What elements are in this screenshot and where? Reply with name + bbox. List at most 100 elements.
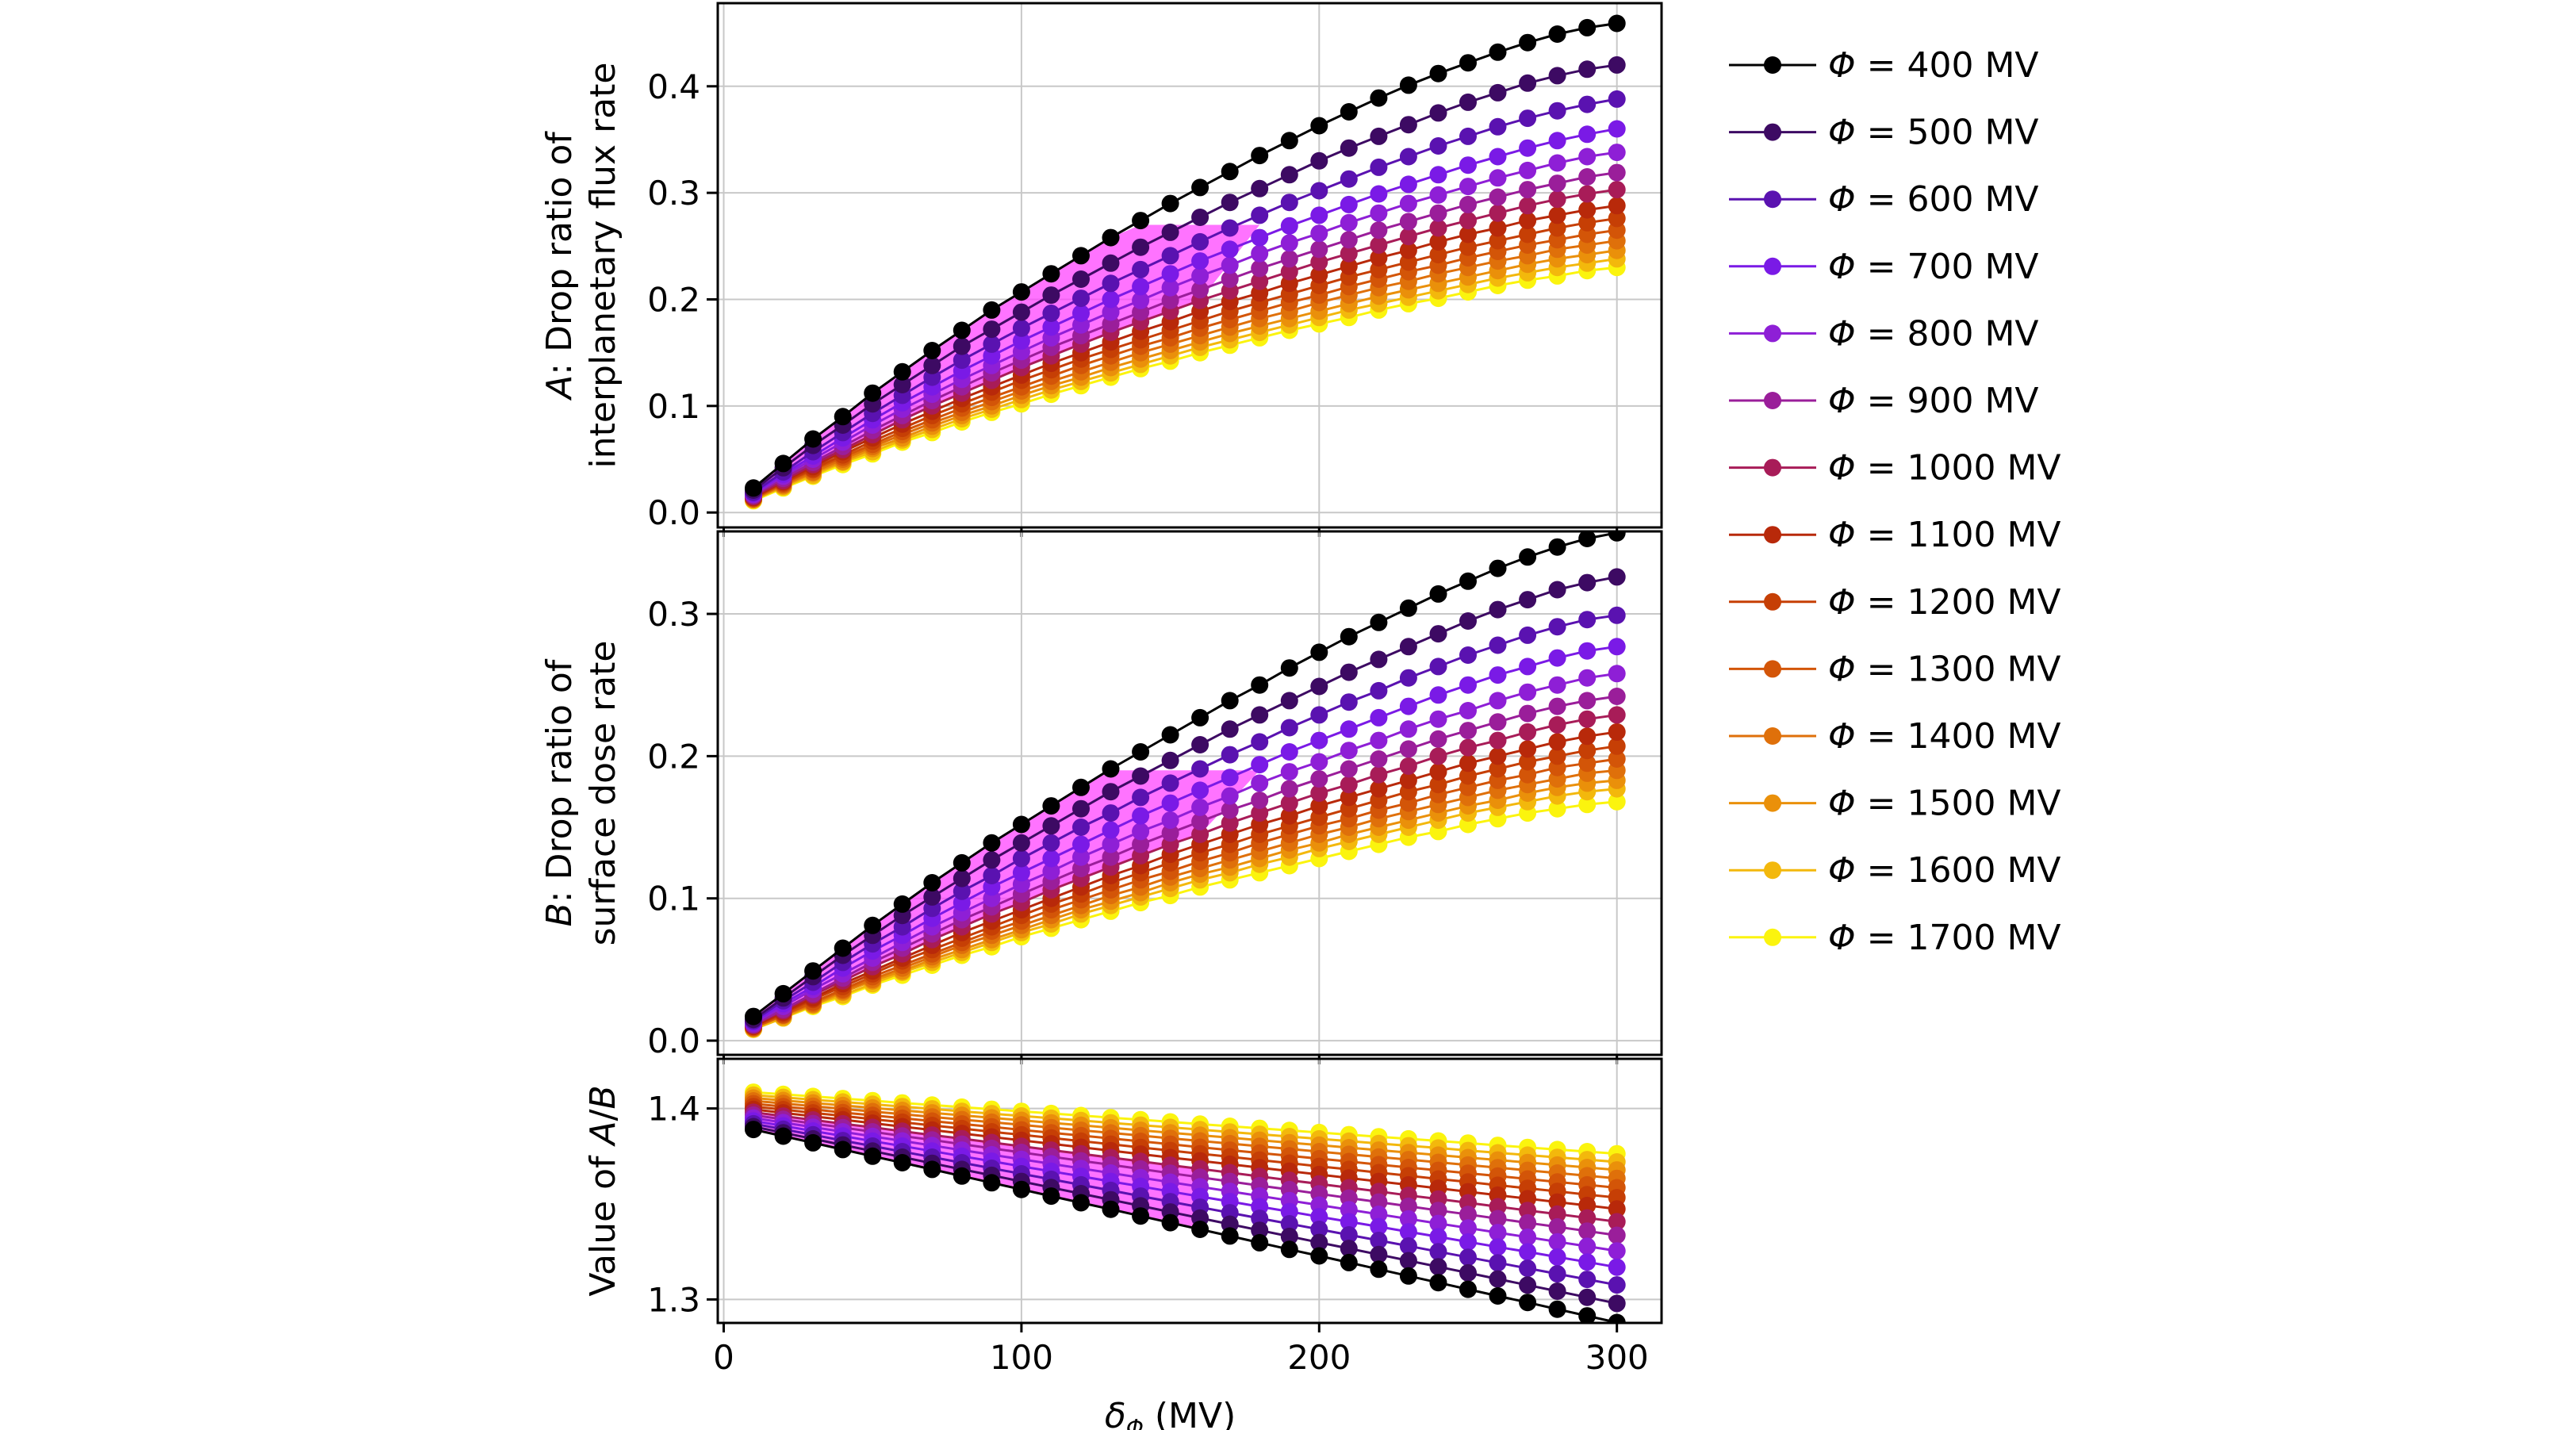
y-tick-label: 0.2 [647,737,700,776]
data-point [1161,278,1179,297]
y-tick-label: 1.4 [647,1090,700,1129]
y-label-letter: A [583,1121,623,1147]
data-point [1310,253,1328,271]
data-point [1489,666,1507,684]
data-point [1310,1247,1328,1265]
y-label-letter: B [539,903,580,926]
legend-phi: Φ [1828,45,1856,86]
legend-value: = 700 MV [1856,247,2039,287]
data-point [1429,219,1447,237]
data-point [1608,1242,1626,1260]
data-point [1578,60,1597,79]
data-point [1399,241,1417,259]
data-point [1012,815,1030,834]
legend-marker [1764,56,1781,74]
data-point [1251,244,1269,263]
data-point [1399,175,1417,194]
data-point [1370,765,1388,784]
data-point [1370,236,1388,254]
data-point [1489,1210,1507,1228]
data-point [745,479,762,497]
data-point [1310,784,1328,802]
data-point [1578,1271,1597,1289]
legend-value: = 1700 MV [1856,918,2061,958]
legend-marker [1764,123,1781,141]
legend-label: Φ = 1400 MV [1828,716,2061,757]
data-point [1429,1202,1447,1220]
legend-value: = 1300 MV [1856,649,2061,689]
data-point [1459,156,1477,174]
y-label-letter: A [539,375,580,401]
data-point [1578,168,1597,186]
data-point [1310,731,1328,750]
data-point [1519,1202,1537,1220]
y-axis-label: surface dose rate [583,641,623,946]
data-point [1489,1224,1507,1242]
data-point [1161,1213,1179,1232]
data-point [983,851,1001,869]
data-point [1251,1221,1269,1240]
data-point [1399,720,1417,738]
data-point [1489,747,1507,765]
data-point [1280,1227,1298,1245]
data-point [1370,89,1388,107]
data-point [1072,819,1090,836]
data-point [1578,573,1597,592]
data-point [1519,1213,1537,1232]
data-point [1578,796,1597,814]
data-point [1608,56,1626,74]
data-point [983,834,1001,852]
legend-entry: Φ = 800 MV [1729,313,2039,354]
data-point [1340,742,1358,760]
data-point [1280,763,1298,781]
data-point [1191,266,1209,285]
data-point [1251,1210,1269,1228]
data-point [1489,1287,1507,1305]
data-point [1132,835,1150,853]
data-point [1161,774,1179,792]
data-point [1042,817,1060,835]
data-point [1548,676,1566,694]
data-point [1340,170,1358,188]
y-tick-label: 0.4 [647,67,700,106]
data-point [1310,240,1328,259]
data-point [1429,763,1447,781]
data-point [1221,256,1239,274]
data-point [1578,692,1597,710]
data-point [1578,611,1597,629]
legend-entry: Φ = 1600 MV [1729,850,2061,891]
data-point [1459,722,1477,740]
data-point [1399,638,1417,656]
data-point [1489,1254,1507,1272]
data-point [1459,1206,1477,1224]
data-point [1459,767,1477,785]
data-point [1459,238,1477,256]
data-point [1340,139,1358,157]
data-point [1132,291,1150,309]
data-point [1578,742,1597,760]
data-point [1191,826,1209,843]
data-point [1399,1267,1417,1285]
data-point [1578,727,1597,746]
data-point [1370,613,1388,631]
legend-entry: Φ = 900 MV [1729,381,2039,421]
data-point [1012,283,1030,301]
data-point [1459,212,1477,230]
data-point [1429,166,1447,184]
data-point [1578,710,1597,728]
data-point [1489,760,1507,778]
data-point [1519,139,1537,157]
data-point [1191,708,1209,727]
legend-phi: Φ [1828,784,1856,824]
data-point [1221,746,1239,764]
data-point [1399,697,1417,715]
data-point [1608,181,1626,199]
data-point [1251,228,1269,247]
data-point [1191,760,1209,778]
data-point [1072,270,1090,288]
y-label-text: Value of [583,1144,623,1296]
data-point [1608,638,1626,656]
data-point [1608,1276,1626,1294]
data-point [1161,824,1179,842]
data-point [1340,244,1358,263]
